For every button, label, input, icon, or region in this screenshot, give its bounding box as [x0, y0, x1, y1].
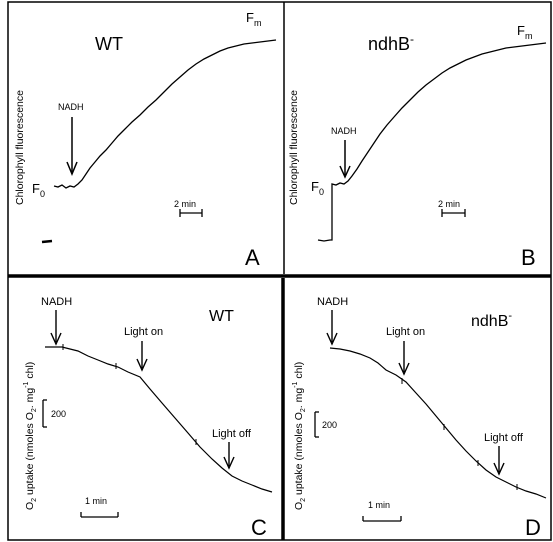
panel-b-fm: Fm — [517, 23, 532, 41]
panel-a-ylabel: Chlorophyll fluorescence — [14, 90, 26, 205]
panel-d-light-on-label: Light on — [386, 326, 425, 338]
panel-b-time-scale-bar — [441, 209, 466, 217]
panel-b-time-scale-label: 2 min — [438, 199, 460, 209]
panel-a-baseline-segment — [41, 239, 53, 244]
panel-a-trace — [53, 39, 277, 189]
panel-c-light-on-arrow — [136, 341, 148, 372]
panel-a-time-scale-label: 2 min — [174, 199, 196, 209]
panel-d-letter: D — [525, 515, 541, 540]
panel-b-letter: B — [521, 245, 536, 270]
panel-d: O2 uptake (nmoles O2. mg-1 chl) ndhB- NA… — [292, 296, 547, 540]
panel-a-time-scale-bar — [179, 209, 203, 217]
panel-a-strain: WT — [95, 34, 123, 54]
panel-a-fm: Fm — [246, 10, 261, 28]
panel-d-trace-ticks — [401, 378, 518, 490]
panel-d-light-off-label: Light off — [484, 432, 524, 444]
panel-c-ylabel: O2 uptake (nmoles O2. mg-1 chl) — [23, 362, 38, 510]
panel-c-y-scale-label: 200 — [51, 409, 66, 419]
figure-frame — [7, 1, 552, 541]
panel-b-nadh-label: NADH — [331, 126, 357, 136]
panel-b: Chlorophyll fluorescence ndhB- Fm F0 NAD… — [288, 23, 547, 270]
panel-c-light-off-arrow — [223, 442, 235, 470]
panel-d-light-off-arrow — [493, 446, 505, 476]
panel-c-x-scale-bar — [80, 512, 119, 518]
panel-d-nadh-arrow — [326, 310, 338, 346]
panel-a-nadh-label: NADH — [58, 102, 84, 112]
panel-b-strain: ndhB- — [368, 32, 414, 54]
panel-d-nadh-label: NADH — [317, 296, 348, 308]
panel-d-x-scale-label: 1 min — [368, 500, 390, 510]
panel-a-letter: A — [245, 245, 260, 270]
panel-b-nadh-arrow — [339, 140, 351, 179]
panel-c-trace-ticks — [62, 344, 197, 445]
panel-c-light-on-label: Light on — [124, 326, 163, 338]
panel-a-f0: F0 — [32, 181, 45, 199]
panel-a: Chlorophyll fluorescence WT Fm F0 NADH 2… — [14, 10, 277, 270]
panel-b-trace — [317, 42, 547, 242]
panel-c-nadh-arrow — [50, 310, 62, 346]
panel-c-y-scale-bar — [42, 399, 47, 428]
panel-d-trace — [329, 347, 547, 499]
panel-c-strain: WT — [209, 308, 234, 325]
panel-d-y-scale-label: 200 — [322, 420, 337, 430]
panel-c-letter: C — [251, 515, 267, 540]
panel-c: O2 uptake (nmoles O2. mg-1 chl) WT NADH … — [23, 296, 273, 540]
panel-c-nadh-label: NADH — [41, 296, 72, 308]
panel-c-x-scale-label: 1 min — [85, 496, 107, 506]
panel-a-nadh-arrow — [66, 117, 78, 176]
panel-c-light-off-label: Light off — [212, 428, 252, 440]
panel-d-light-on-arrow — [398, 341, 410, 376]
panel-b-f0: F0 — [311, 179, 324, 197]
panel-b-ylabel: Chlorophyll fluorescence — [288, 90, 300, 205]
panel-d-ylabel: O2 uptake (nmoles O2. mg-1 chl) — [292, 362, 307, 510]
panel-c-trace — [45, 346, 273, 493]
panel-d-y-scale-bar — [314, 411, 319, 438]
panel-d-strain: ndhB- — [471, 310, 512, 330]
panel-d-x-scale-bar — [362, 516, 402, 522]
